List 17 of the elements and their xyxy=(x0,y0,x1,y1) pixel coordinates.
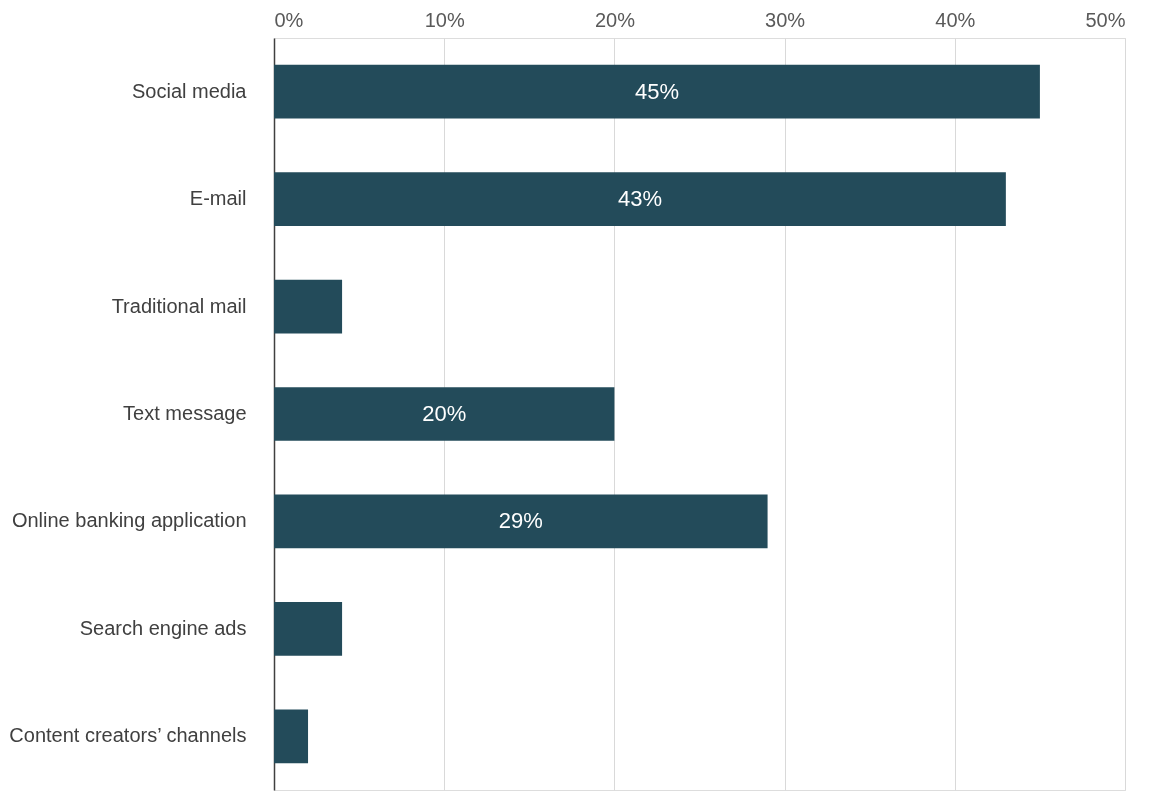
y-tick-label: E-mail xyxy=(189,187,247,210)
x-tick-label: 50% xyxy=(1085,8,1126,31)
x-tick-label: 40% xyxy=(935,8,976,31)
data-label: 45% xyxy=(634,78,679,104)
y-tick-label: Text message xyxy=(123,402,247,424)
y-tick-label: Traditional mail xyxy=(111,294,247,317)
y-tick-label: Social media xyxy=(131,79,248,102)
data-label: 29% xyxy=(498,508,543,534)
x-tick-label: 0% xyxy=(274,8,304,31)
data-label: 43% xyxy=(617,186,662,212)
x-tick-label: 10% xyxy=(424,8,465,31)
y-tick-label: Online banking application xyxy=(11,509,247,532)
y-tick-label: Content creators’ channels xyxy=(9,724,247,747)
data-label: 20% xyxy=(422,401,467,426)
x-tick-label: 20% xyxy=(594,8,636,31)
y-tick-label: Search engine ads xyxy=(79,616,247,639)
x-tick-label: 30% xyxy=(765,8,806,31)
